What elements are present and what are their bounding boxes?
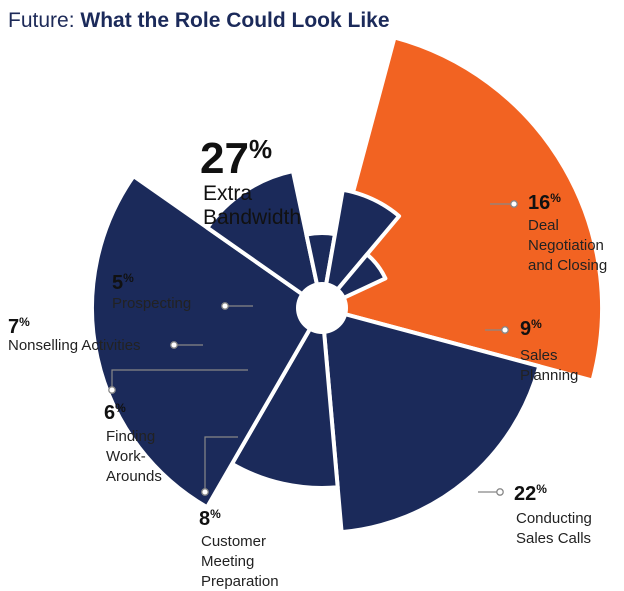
prospecting-value: 5% [112, 271, 134, 294]
slice-customer-meeting-preparation [205, 169, 324, 310]
prospecting-leader-dot [221, 302, 229, 310]
extra-bandwidth-label-line: Bandwidth [203, 206, 301, 229]
slice-conducting-sales-calls [90, 174, 324, 510]
customer-meeting-prep-leader-line [204, 436, 238, 492]
customer-meeting-prep-label-line: Meeting [201, 553, 254, 570]
chart-title: Future: What the Role Could Look Like [8, 9, 390, 33]
sales-planning-leader-dot [501, 326, 509, 334]
sales-planning-label-line: Planning [520, 367, 578, 384]
sales-planning-value: 9% [520, 317, 542, 340]
conducting-sales-calls-label-line: Sales Calls [516, 530, 591, 547]
slice-deal-negotiation-and-closing [320, 306, 542, 535]
extra-bandwidth-label-line: Extra [203, 182, 252, 205]
finding-work-arounds-label-line: Finding [106, 428, 155, 445]
conducting-sales-calls-label-line: Conducting [516, 510, 592, 527]
customer-meeting-prep-label-line: Customer [201, 533, 266, 550]
nonselling-activities-label-line: Nonselling Activities [8, 337, 141, 354]
conducting-sales-calls-value: 22% [514, 482, 547, 505]
deal-negotiation-value: 16% [528, 191, 561, 214]
chart-center-hole [296, 282, 348, 334]
slice-sales-planning [230, 306, 340, 490]
finding-work-arounds-value: 6% [104, 401, 126, 424]
customer-meeting-prep-leader-dot [201, 488, 209, 496]
prospecting-label-line: Prospecting [112, 295, 191, 312]
title-prefix: Future: [8, 9, 75, 32]
deal-negotiation-label-line: Deal [528, 217, 559, 234]
slice-extra-bandwidth [320, 35, 605, 383]
chart-slices [90, 35, 605, 535]
deal-negotiation-label-line: Negotiation [528, 237, 604, 254]
nonselling-activities-leader-dot [170, 341, 178, 349]
sales-planning-label-line: Sales [520, 347, 558, 364]
nonselling-activities-value: 7% [8, 315, 30, 338]
slice-nonselling-activities [320, 187, 402, 310]
deal-negotiation-label-line: and Closing [528, 257, 607, 274]
finding-work-arounds-leader-dot [108, 386, 116, 394]
customer-meeting-prep-label-line: Preparation [201, 573, 279, 590]
title-main: What the Role Could Look Like [80, 9, 390, 32]
finding-work-arounds-leader-line [111, 369, 248, 390]
finding-work-arounds-label-line: Arounds [106, 468, 162, 485]
extra-bandwidth-value: 27% [200, 134, 272, 183]
finding-work-arounds-label-line: Work- [106, 448, 146, 465]
customer-meeting-prep-value: 8% [199, 507, 221, 530]
conducting-sales-calls-leader-dot [496, 488, 504, 496]
deal-negotiation-leader-dot [510, 200, 518, 208]
